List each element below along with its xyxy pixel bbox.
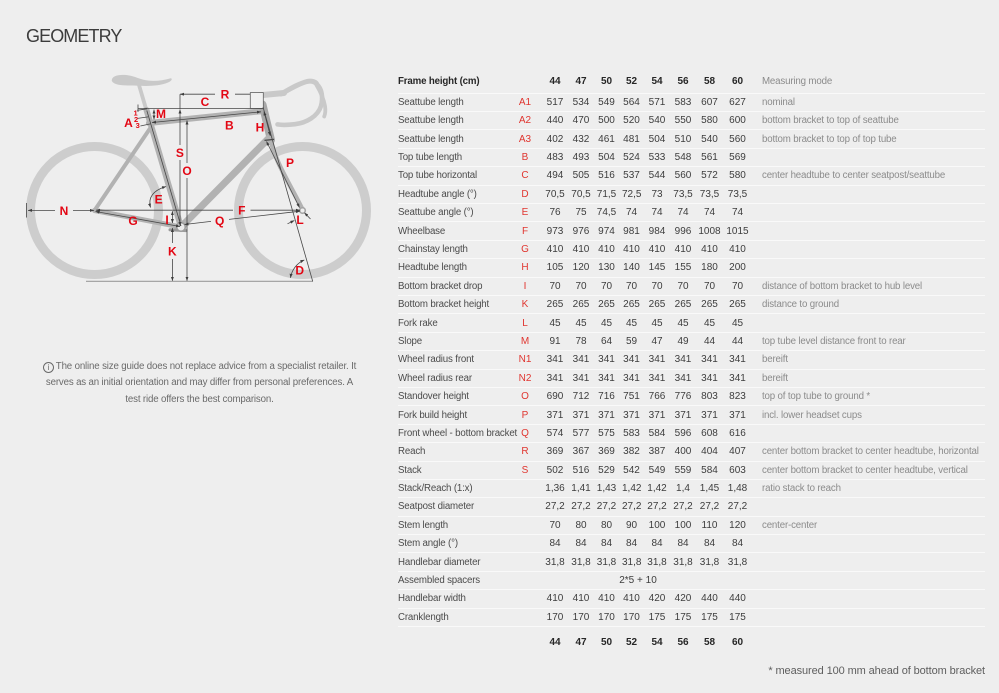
svg-text:2: 2	[134, 115, 138, 124]
svg-text:O: O	[182, 164, 191, 178]
svg-text:D: D	[295, 263, 304, 277]
svg-text:G: G	[128, 214, 137, 228]
svg-text:C: C	[201, 95, 210, 109]
svg-text:N: N	[60, 204, 69, 218]
svg-text:1: 1	[134, 108, 138, 117]
svg-text:S: S	[176, 146, 184, 160]
svg-text:E: E	[155, 192, 163, 206]
svg-text:A: A	[124, 116, 133, 130]
svg-text:F: F	[238, 203, 245, 217]
svg-text:L: L	[296, 213, 303, 227]
svg-text:Q: Q	[215, 214, 224, 228]
svg-text:P: P	[286, 156, 294, 170]
svg-text:B: B	[225, 119, 234, 133]
svg-text:K: K	[168, 244, 177, 258]
svg-text:M: M	[156, 107, 166, 121]
svg-text:I: I	[165, 213, 168, 227]
svg-text:H: H	[256, 120, 265, 134]
svg-text:R: R	[221, 88, 230, 102]
svg-text:3: 3	[136, 121, 140, 130]
